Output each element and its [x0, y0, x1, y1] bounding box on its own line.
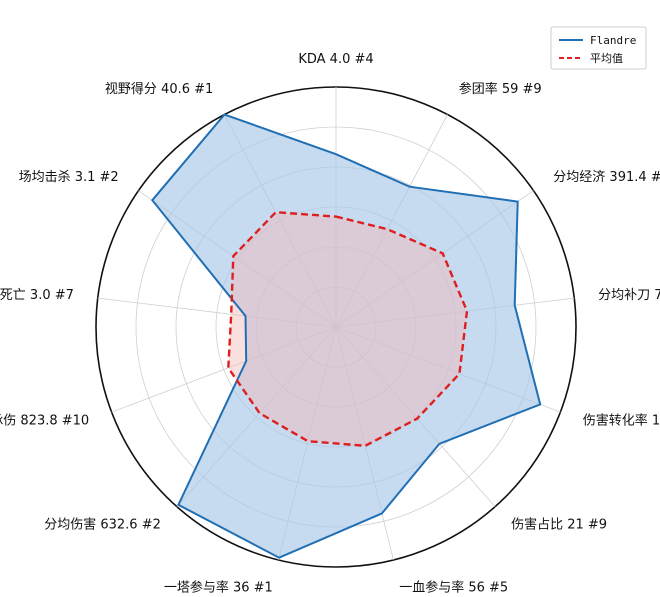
legend-box — [550, 26, 647, 70]
series-line-1 — [227, 210, 469, 448]
axis-label: 分均承伤 823.8 #10 — [0, 414, 89, 429]
axis-labels: KDA 4.0 #4 参团率 59 #9 分均经济 391.4 #4 分均补刀 7.7… — [0, 52, 660, 595]
axis-label: 一血参与率 56 #5 — [399, 579, 508, 595]
axis-label: 场均死亡 3.0 #7 — [0, 288, 74, 303]
series-area-0 — [152, 114, 541, 558]
radar-series — [151, 113, 542, 559]
axis-label: 分均伤害 632.6 #2 — [44, 517, 161, 533]
axis-label: 分均补刀 7.7 #5 — [598, 288, 660, 303]
axis-label: 一塔参与率 36 #1 — [164, 579, 273, 595]
series-line-0 — [151, 113, 542, 559]
axis-label: 伤害占比 21 #9 — [511, 517, 607, 533]
legend-label-average: 平均值 — [590, 52, 623, 65]
axis-label: 伤害转化率 160 #3 — [583, 413, 660, 429]
axis-label: 参团率 59 #9 — [459, 81, 542, 97]
axis-label: KDA 4.0 #4 — [298, 52, 373, 67]
series-area-1 — [228, 212, 467, 446]
legend: Flandre 平均值 — [550, 26, 647, 70]
axis-label: 分均经济 391.4 #4 — [553, 170, 660, 185]
legend-label-flandre: Flandre — [590, 34, 636, 47]
axis-label: 场均击杀 3.1 #2 — [19, 170, 119, 185]
axis-label: 视野得分 40.6 #1 — [105, 81, 213, 97]
